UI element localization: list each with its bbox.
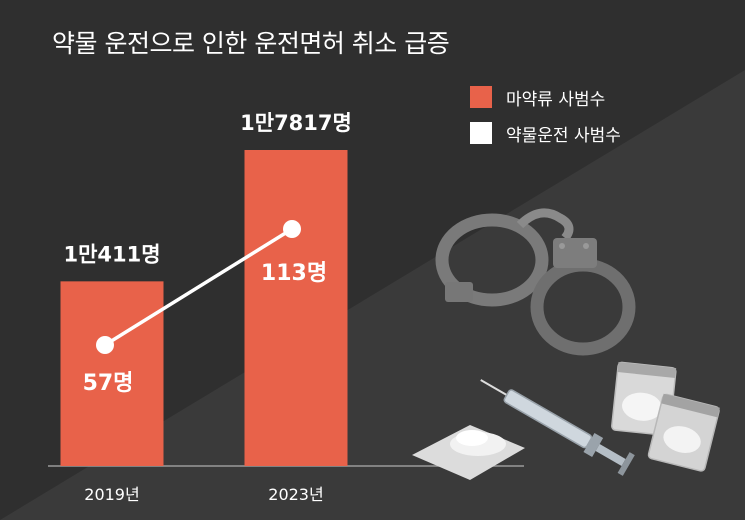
- pill-bag-icon: [611, 361, 720, 472]
- x-tick-label-0: 2019년: [84, 485, 139, 504]
- point-0: [96, 336, 114, 354]
- point-label-0: 57명: [83, 371, 134, 396]
- bar-label-0: 1만411명: [63, 242, 160, 266]
- legend-swatch-drug-driving: [470, 122, 492, 144]
- legend-swatch-drug-offenders: [470, 86, 492, 108]
- bar-label-1: 1만7817명: [240, 111, 352, 135]
- drug-powder-icon: [412, 425, 525, 480]
- x-tick-label-1: 2023년: [268, 485, 323, 504]
- legend-label-drug-offenders: 마약류 사범수: [506, 89, 606, 110]
- legend: 마약류 사범수 약물운전 사범수: [470, 86, 621, 158]
- bar-0: [60, 281, 164, 466]
- bar-1: [244, 150, 348, 466]
- syringe-icon: [480, 379, 635, 476]
- legend-item-drug-offenders: 마약류 사범수: [470, 86, 621, 110]
- handcuffs-icon: [435, 208, 636, 356]
- legend-label-drug-driving: 약물운전 사범수: [506, 125, 621, 146]
- legend-item-drug-driving: 약물운전 사범수: [470, 122, 621, 146]
- chart-title: 약물 운전으로 인한 운전면허 취소 급증: [52, 29, 450, 58]
- drug-driving-line: [104, 227, 293, 347]
- point-1: [283, 220, 301, 238]
- point-label-1: 113명: [261, 261, 327, 286]
